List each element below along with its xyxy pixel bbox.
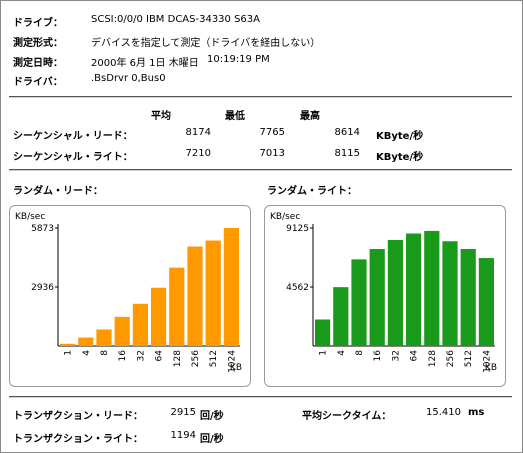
x-tick-label: 1: [319, 350, 329, 356]
transaction-write-value: 1194: [170, 430, 196, 441]
bar: [478, 258, 494, 346]
time-value: 10:19:19 PM: [207, 54, 270, 65]
seq-write-min: 7013: [259, 148, 285, 159]
bar: [114, 316, 130, 346]
bar: [151, 287, 167, 346]
x-tick-label: 1: [64, 350, 74, 356]
x-tick-label: 64: [155, 350, 165, 362]
driver-label: ドライバ：: [13, 77, 63, 88]
bar: [333, 287, 349, 346]
header-min: 最低: [225, 111, 245, 122]
y-tick-label: 5873: [31, 224, 54, 234]
bar: [424, 230, 440, 346]
transaction-read-value: 2915: [170, 407, 196, 418]
divider-middle: [9, 169, 512, 171]
header-max: 最高: [300, 111, 320, 122]
seq-read-unit: KByte/秒: [376, 131, 424, 142]
divider-top: [9, 96, 512, 98]
x-tick-label: 32: [391, 350, 401, 361]
x-tick-label: 1024: [227, 350, 237, 373]
bar: [406, 233, 422, 346]
y-tick-label: 9125: [286, 224, 309, 234]
bar: [169, 267, 185, 346]
seq-read-min: 7765: [259, 127, 285, 138]
seq-write-max: 8115: [334, 148, 360, 159]
x-tick-label: 512: [464, 350, 474, 367]
bar: [187, 246, 203, 346]
method-value: デバイスを指定して測定（ドライバを経由しない）: [91, 38, 321, 49]
driver-value: .BsDrvr 0,Bus0: [91, 73, 166, 84]
x-tick-label: 16: [118, 350, 128, 362]
random-write-title: ランダム・ライト：: [267, 186, 357, 197]
bar: [205, 240, 221, 346]
seq-write-label: シーケンシャル・ライト：: [13, 152, 133, 163]
bar: [60, 343, 76, 346]
y-tick-label: 4562: [286, 283, 309, 293]
random-write-chart: KB/sec 4562 9125 1 4 8 16 32 64 128 256 512 1024 KB: [264, 205, 506, 387]
x-tick-label: 32: [136, 350, 146, 361]
seek-time-label: 平均シークタイム：: [302, 411, 392, 422]
bar: [132, 303, 148, 346]
divider-bottom: [9, 396, 512, 398]
transaction-read-unit: 回/秒: [200, 411, 224, 422]
date-label: 測定日時：: [13, 58, 63, 69]
seq-read-label: シーケンシャル・リード：: [13, 131, 133, 142]
bar: [369, 249, 385, 346]
y-axis-label: KB/sec: [15, 212, 45, 222]
x-tick-label: 4: [82, 350, 92, 356]
x-axis-label: KB: [230, 363, 242, 373]
seek-time-unit: ms: [468, 407, 485, 418]
x-tick-label: 1024: [482, 350, 492, 373]
transaction-read-label: トランザクション・リード：: [13, 411, 143, 422]
x-tick-label: 64: [410, 350, 420, 362]
transaction-write-unit: 回/秒: [200, 434, 224, 445]
drive-label: ドライブ：: [13, 18, 63, 29]
random-read-title: ランダム・リード：: [13, 186, 103, 197]
header-avg: 平均: [151, 111, 171, 122]
x-axis-label: KB: [485, 363, 497, 373]
y-axis-label: KB/sec: [270, 212, 300, 222]
drive-value: SCSI:0/0/0 IBM DCAS-34330 S63A: [91, 14, 260, 25]
bar: [442, 241, 458, 346]
x-tick-label: 512: [209, 350, 219, 367]
x-tick-label: 128: [428, 350, 438, 367]
x-tick-label: 8: [100, 350, 110, 356]
x-tick-label: 256: [191, 350, 201, 367]
bar: [315, 319, 331, 346]
seq-write-unit: KByte/秒: [376, 152, 424, 163]
y-tick-label: 2936: [31, 283, 54, 293]
seq-read-avg: 8174: [185, 127, 211, 138]
bar: [460, 249, 476, 346]
bar: [223, 228, 239, 346]
transaction-write-label: トランザクション・ライト：: [13, 434, 143, 445]
x-tick-label: 8: [355, 350, 365, 356]
seq-read-max: 8614: [334, 127, 360, 138]
method-label: 測定形式：: [13, 38, 63, 49]
random-read-chart: KB/sec 2936 5873 1 4 8 16 32 64 128 256 512 1024 KB: [9, 205, 251, 387]
x-tick-label: 128: [173, 350, 183, 367]
bar: [351, 259, 367, 346]
x-tick-label: 16: [373, 350, 383, 362]
date-value: 2000年 6月 1日 木曜日: [91, 58, 199, 69]
bar: [387, 239, 403, 346]
x-tick-label: 256: [446, 350, 456, 367]
x-tick-label: 4: [337, 350, 347, 356]
seek-time-value: 15.410: [426, 407, 461, 418]
seq-write-avg: 7210: [185, 148, 211, 159]
bar: [96, 329, 112, 346]
bar: [78, 337, 94, 346]
